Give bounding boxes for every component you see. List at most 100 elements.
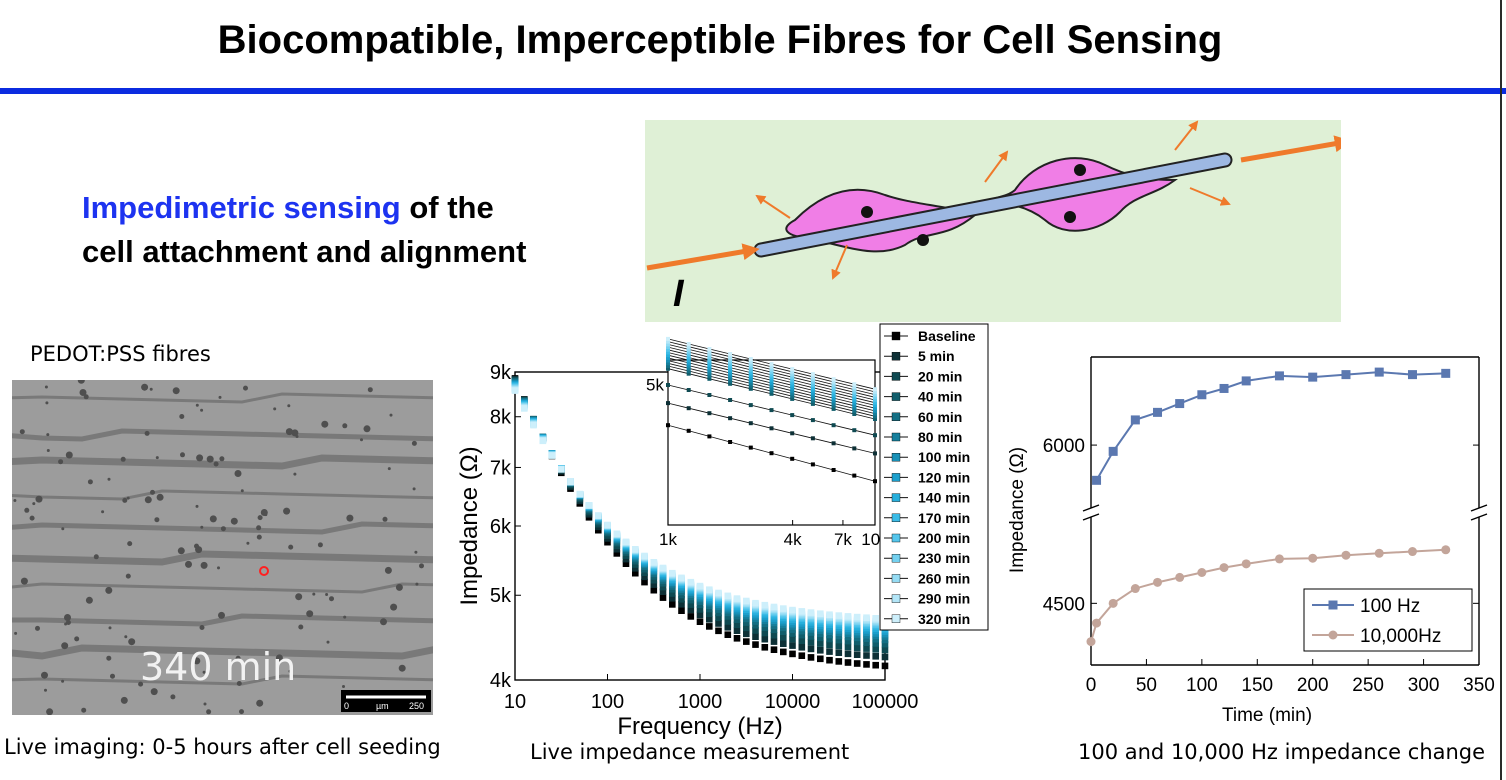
cell [141,383,149,391]
cell [243,385,248,391]
inset-point [810,393,815,398]
field-arrow [1174,120,1199,151]
inset-point [748,386,753,391]
data-point [622,538,630,546]
cell [312,592,316,596]
cell [321,420,329,428]
inset-point [873,479,877,484]
data-point [696,606,704,613]
data-point [752,633,759,640]
field-arrow [1189,187,1231,206]
inset-point [790,391,795,396]
inset-point [728,368,733,373]
inset-point [748,370,753,375]
data-point [743,624,750,632]
inset-point [686,347,691,352]
inset-point [748,445,753,450]
legend-marker [1328,630,1338,640]
data-point [715,609,722,617]
cell [81,707,87,713]
cell [13,499,17,502]
data-point [687,578,695,586]
inset-point [686,406,691,411]
data-point [826,641,833,649]
data-point [798,644,806,651]
inset-point [728,381,733,386]
x-tick-label: 200 [1297,675,1329,696]
title-divider [0,88,1506,94]
inset-point [873,411,877,416]
cell [196,454,204,462]
inset-point [831,379,836,384]
data-point [733,595,741,602]
inset-point [810,391,815,396]
data-point [863,639,870,646]
inset-y-tick-label: 5k [646,376,664,395]
data-point [789,606,796,614]
data-point [604,521,611,529]
inset-point [852,403,857,408]
data-point [659,594,667,601]
inset-point [748,373,753,378]
data-point [706,610,713,618]
fibre-streak [12,550,433,566]
data-point [1308,553,1318,563]
legend-marker [891,553,901,563]
legend-marker [891,352,901,361]
cell [65,451,73,459]
inset-point [852,446,857,451]
x-tick-label: 300 [1408,675,1440,696]
data-point [1092,475,1102,485]
cell [360,438,363,442]
inset-point [790,383,795,388]
data-point [687,613,695,620]
cell [144,496,152,504]
legend-marker [891,574,901,583]
cell [150,688,158,696]
cell [172,387,180,395]
x-tick-label: 150 [1241,675,1273,696]
inset-point [728,360,733,365]
inset-point [769,381,774,385]
cell [342,685,345,688]
inset-point [873,433,877,438]
inset-point [707,434,712,439]
cell [138,681,144,687]
inset-point [831,398,836,403]
legend-label: 170 min [918,510,970,526]
legend-marker [891,412,901,422]
legend-label: 40 min [918,389,962,405]
data-point [853,651,861,658]
cell [273,407,277,411]
data-point [752,627,759,634]
inset-point [728,357,733,362]
inset-point [873,395,877,400]
cell [44,385,48,389]
cell [124,635,128,639]
cell [326,640,330,644]
spectrum-caption: Live impedance measurement [530,740,850,764]
inset-point [873,403,877,408]
data-point [659,564,667,572]
data-point [872,661,879,669]
axis-break-mark [1082,513,1100,521]
inset-point [686,363,691,368]
data-point [761,635,769,643]
data-point [743,619,750,626]
cell [346,514,354,522]
cell [108,626,112,630]
data-point [826,611,833,618]
cell [179,414,185,419]
inset-point [810,436,815,441]
data-point [752,621,759,629]
legend-marker [891,432,901,442]
data-point [770,631,778,639]
data-point [853,660,861,667]
data-point [1341,370,1351,380]
x-axis-label: Time (min) [1222,705,1312,726]
cell [220,526,226,532]
cell [58,459,64,465]
field-arrow [755,194,791,219]
change-caption: 100 and 10,000 Hz impedance change [1078,740,1486,764]
data-point [715,614,722,622]
